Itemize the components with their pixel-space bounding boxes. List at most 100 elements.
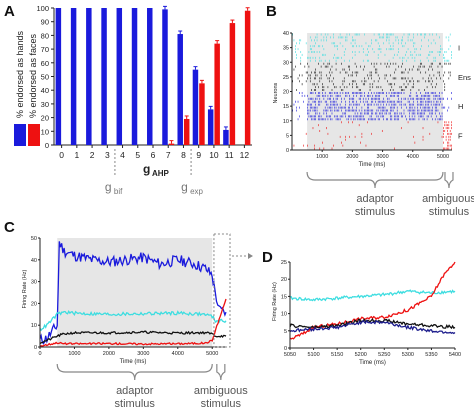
adaptor-bracket	[306, 171, 444, 189]
x-axis-label-subscript: AHP	[152, 169, 170, 178]
bar-hands-10	[207, 109, 214, 145]
panel-d-line-chart: 0 5 10 15 20 25 5050 5100 5150 5200 5250 5300 5350 54…	[272, 260, 461, 366]
x-tick-label: 1000	[68, 351, 80, 357]
y-axis-label: Neurons	[273, 82, 279, 103]
x-tick-label: 0	[38, 351, 41, 357]
x-axis-label: Time (ms)	[359, 360, 386, 366]
y-tick-label: 40	[31, 258, 37, 264]
x-tick-label: 2000	[346, 154, 358, 160]
ambiguous-label: stimulus	[429, 206, 470, 218]
adaptor-label: stimulus	[115, 398, 156, 410]
x-tick-label: 8	[181, 150, 186, 160]
adaptor-shading	[57, 238, 213, 347]
y-tick-label: 30	[41, 100, 49, 109]
ambiguous-bracket	[216, 364, 226, 381]
y-tick-label: 50	[41, 73, 49, 82]
panel-c-line-chart: 0 10 20 30 40 50 0 1000 2000 3000 4000 5000 Time (ms…	[22, 233, 253, 410]
y-tick-label: 20	[283, 90, 289, 96]
x-tick-label: 2000	[103, 351, 115, 357]
y-tick-label: 10	[281, 312, 287, 318]
x-tick-label: 3000	[137, 351, 149, 357]
zoom-arrow-head	[248, 253, 253, 259]
panel-label-b: B	[266, 3, 277, 20]
bar-faces-10	[214, 43, 220, 146]
y-tick-label: 15	[281, 294, 287, 300]
y-tick-label: 40	[41, 86, 49, 95]
x-tick-label: 5	[135, 150, 140, 160]
annotation-sub-exp: exp	[190, 187, 203, 196]
x-tick-label: 4000	[172, 351, 184, 357]
x-tick-label: 5300	[402, 352, 414, 358]
series-line-blue	[39, 241, 227, 345]
y-tick-label: 35	[283, 46, 289, 52]
x-tick-label: 3	[105, 150, 110, 160]
adaptor-shading	[307, 33, 443, 150]
bar-hands-3	[101, 8, 107, 145]
ambiguous-label: ambiguous	[194, 385, 248, 397]
legend-swatch-faces	[28, 124, 40, 146]
y-tick-label: 50	[31, 236, 37, 242]
x-tick-label: 4	[120, 150, 125, 160]
x-tick-label: 1	[74, 150, 79, 160]
bar-faces-7	[168, 143, 175, 145]
x-axis-label: Time (ms)	[120, 359, 147, 365]
adaptor-bracket	[56, 363, 213, 381]
x-tick-label: 5100	[307, 352, 319, 358]
y-tick-label: 60	[41, 59, 49, 68]
x-tick-label: 5350	[425, 352, 437, 358]
x-tick-label: 5150	[331, 352, 343, 358]
y-tick-label: 5	[284, 329, 287, 335]
bar-faces-11	[229, 23, 236, 145]
y-tick-label: 40	[283, 31, 289, 37]
annotation-exp: g	[181, 180, 188, 194]
annotation-bif: g	[105, 180, 112, 194]
bar-hands-6	[147, 8, 153, 145]
legend-label-faces: % endorsed as faces	[28, 33, 38, 118]
legend-swatch-hands	[14, 124, 26, 146]
bar-faces-9	[199, 83, 205, 145]
y-tick-label: 70	[41, 45, 49, 54]
group-label-I: I	[458, 44, 460, 53]
x-tick-label: 6	[151, 150, 156, 160]
bar-hands-0	[55, 8, 62, 145]
series-line-black	[39, 330, 227, 345]
y-tick-label: 100	[36, 4, 49, 13]
y-tick-label: 15	[283, 104, 289, 110]
annotation-sub-bif: bif	[114, 187, 123, 196]
y-tick-label: 20	[281, 277, 287, 283]
x-tick-label: 5000	[206, 351, 218, 357]
y-tick-label: 25	[283, 75, 289, 81]
y-axis-label: Firing Rate (Hz)	[22, 270, 28, 309]
y-tick-label: 10	[283, 119, 289, 125]
y-tick-label: 30	[31, 280, 37, 286]
ambiguous-label: ambiguous	[422, 193, 474, 205]
y-tick-label: 10	[31, 323, 37, 329]
bar-hands-1	[70, 8, 77, 145]
y-tick-label: 25	[281, 260, 287, 266]
group-label-Ens: Ens	[458, 73, 471, 82]
bar-hands-9	[192, 69, 199, 145]
y-tick-label: 0	[34, 345, 37, 351]
bar-hands-5	[131, 8, 138, 145]
bar-hands-4	[116, 8, 123, 145]
series-line-black	[289, 318, 456, 330]
ambiguous-bracket	[444, 172, 454, 189]
group-label-H: H	[458, 102, 463, 111]
series-line-cyan	[289, 289, 456, 302]
x-tick-label: 3000	[376, 154, 388, 160]
x-tick-label: 11	[225, 150, 234, 160]
y-tick-label: 0	[284, 346, 287, 352]
panel-label-d: D	[262, 249, 273, 266]
x-axis-label: Time (ms)	[359, 162, 386, 168]
x-tick-label: 2	[90, 150, 95, 160]
x-axis-label: g	[143, 162, 150, 176]
series-line-red	[39, 298, 227, 347]
bar-faces-8	[183, 118, 190, 145]
panel-label-a: A	[4, 3, 15, 20]
x-tick-label: 5000	[437, 154, 449, 160]
series-line-darkblue	[289, 319, 456, 335]
x-tick-label: 7	[166, 150, 171, 160]
zoom-box	[213, 233, 231, 348]
